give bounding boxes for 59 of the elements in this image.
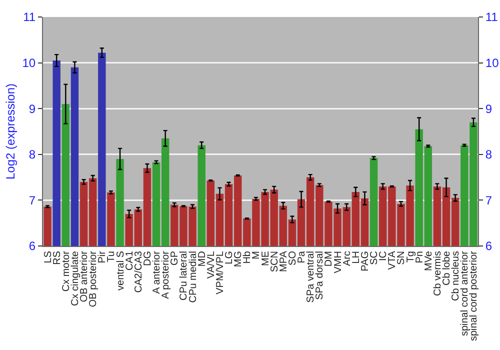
y-tick-label: 7 <box>28 193 36 208</box>
x-tick-label: LS <box>42 250 54 264</box>
x-tick-label: Cb nucleus <box>450 251 462 302</box>
x-tick-label: IC <box>378 251 390 261</box>
x-tick-label: Cb lobe <box>442 250 453 286</box>
x-tick-label: PAG <box>360 250 371 272</box>
x-tick-label: Cx cingulate <box>70 250 81 306</box>
x-tick-label: Pn <box>414 251 426 264</box>
y-tick-label: 11 <box>23 10 36 24</box>
x-tick-label: CPu lateral <box>178 251 190 300</box>
x-tick-label: MD <box>196 251 208 267</box>
y-tick-label: 6 <box>28 239 36 254</box>
y-tick-label: 9 <box>28 102 36 116</box>
x-tick-label: VTA <box>387 250 398 270</box>
x-tick-label: MVe <box>423 250 434 272</box>
x-tick-label: DG <box>142 250 154 266</box>
x-tick-label: ventral S <box>115 250 126 290</box>
x-tick-label: Arc <box>342 251 353 266</box>
x-tick-label: SPa dorsal <box>314 251 326 300</box>
x-tick-label: SN <box>396 251 408 265</box>
x-tick-label: spinal cord anterior <box>460 250 471 336</box>
y-tick-label: 8 <box>28 148 36 162</box>
y2-tick-label: 9 <box>485 102 492 116</box>
x-tick-label: Pa <box>296 250 308 264</box>
x-tick-label: VPM/VPL <box>214 250 226 294</box>
x-tick-label: VA/VL <box>206 250 217 279</box>
x-tick-label: A anterior <box>152 250 163 294</box>
y2-tick-label: 6 <box>485 239 492 254</box>
y2-tick-label: 7 <box>485 193 492 208</box>
x-tick-label: spinal cord posterior <box>468 250 480 342</box>
x-tick-label: M <box>251 251 262 260</box>
y-tick-label: 10 <box>22 56 36 70</box>
y2-tick-label: 10 <box>485 56 500 70</box>
x-tick-label: CA1 <box>124 250 136 270</box>
x-tick-label: RS <box>52 250 63 265</box>
x-tick-label: A posterior <box>160 250 172 299</box>
x-tick-label: DM <box>324 251 335 267</box>
x-tick-label: MPA <box>278 250 290 272</box>
x-tick-label: Pir <box>97 250 108 264</box>
x-tick-label: CPu medial <box>188 251 199 303</box>
x-tick-label: CA2/CA3 <box>133 250 144 293</box>
x-tick-label: Tg <box>405 251 416 263</box>
x-tick-label: SCN <box>269 251 280 272</box>
y2-tick-label: 8 <box>485 148 492 162</box>
x-tick-label: VMH <box>332 251 344 274</box>
x-tick-label: SO <box>287 250 298 266</box>
x-tick-label: Hb <box>242 250 254 264</box>
y-axis-title: Log2 (expression) <box>4 83 18 180</box>
x-tick-label: Cx motor <box>60 250 72 292</box>
x-tick-label: LH <box>350 251 362 264</box>
y2-tick-label: 11 <box>485 10 498 24</box>
x-tick-label: OB posterior <box>88 250 100 308</box>
x-tick-label: LG <box>224 250 236 264</box>
x-tick-label: OB anterior <box>79 250 90 302</box>
x-tick-label: SC <box>369 251 380 265</box>
x-tick-label: ME <box>260 250 272 266</box>
x-tick-label: Cb vermis <box>432 251 444 296</box>
x-tick-label: Tu <box>106 251 118 262</box>
x-tick-label: GP <box>170 250 181 266</box>
